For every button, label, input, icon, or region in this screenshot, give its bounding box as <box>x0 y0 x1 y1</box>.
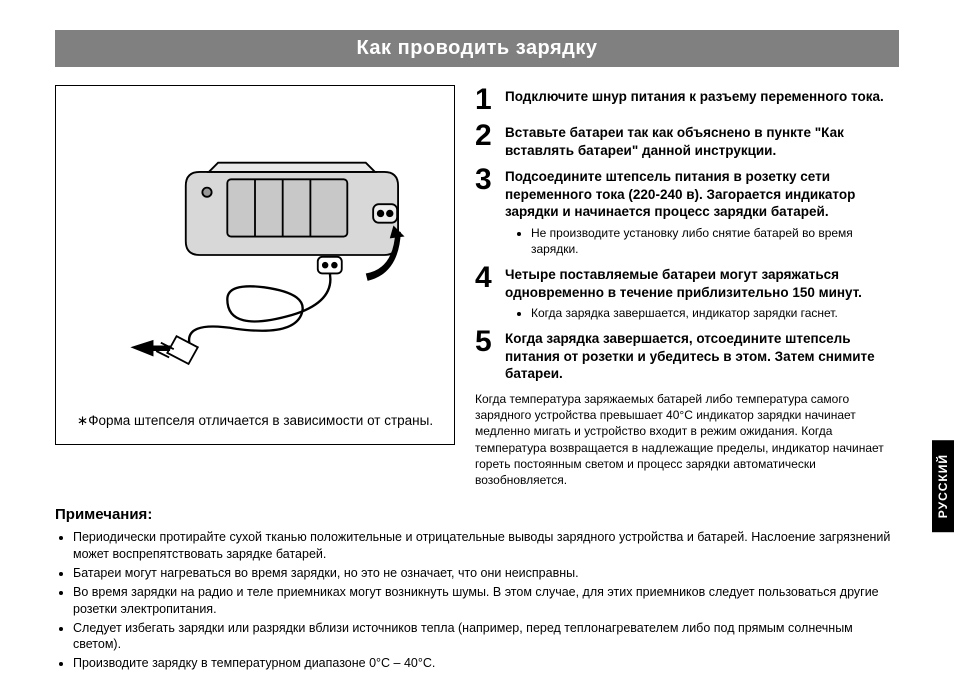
step-number: 1 <box>475 85 497 115</box>
step-bullet: Когда зарядка завершается, индикатор зар… <box>531 305 899 321</box>
step-number: 4 <box>475 263 497 321</box>
step-body: Вставьте батареи так как объяснено в пун… <box>505 121 899 159</box>
step-title: Четыре поставляемые батареи могут заряжа… <box>505 266 899 301</box>
steps-column: 1 Подключите шнур питания к разъему пере… <box>475 85 899 488</box>
step-title: Подключите шнур питания к разъему переме… <box>505 88 899 106</box>
step-3: 3 Подсоедините штепсель питания в розетк… <box>475 165 899 257</box>
figure-caption: ∗Форма штепселя отличается в зависимости… <box>74 412 436 430</box>
notes-item: Во время зарядки на радио и теле приемни… <box>73 584 899 618</box>
step-2: 2 Вставьте батареи так как объяснено в п… <box>475 121 899 159</box>
step-5: 5 Когда зарядка завершается, отсоедините… <box>475 327 899 383</box>
step-bullets: Когда зарядка завершается, индикатор зар… <box>531 305 899 321</box>
notes-heading: Примечания: <box>55 506 899 523</box>
notes-item: Батареи могут нагреваться во время заряд… <box>73 565 899 582</box>
step-body: Подсоедините штепсель питания в розетку … <box>505 165 899 257</box>
step-title: Подсоедините штепсель питания в розетку … <box>505 168 899 221</box>
notes-item: Производите зарядку в температурном диап… <box>73 655 899 672</box>
section-title: Как проводить зарядку <box>55 30 899 67</box>
figure-column: ∗Форма штепселя отличается в зависимости… <box>55 85 455 488</box>
step-title: Когда зарядка завершается, отсоедините ш… <box>505 330 899 383</box>
step-body: Когда зарядка завершается, отсоедините ш… <box>505 327 899 383</box>
step-body: Подключите шнур питания к разъему переме… <box>505 85 899 115</box>
step-number: 2 <box>475 121 497 159</box>
step-4: 4 Четыре поставляемые батареи могут заря… <box>475 263 899 321</box>
step-number: 5 <box>475 327 497 383</box>
charger-illustration <box>74 108 436 402</box>
step-title: Вставьте батареи так как объяснено в пун… <box>505 124 899 159</box>
step-bullets: Не производите установку либо снятие бат… <box>531 225 899 257</box>
temperature-paragraph: Когда температура заряжаемых батарей либ… <box>475 391 899 488</box>
figure-box: ∗Форма штепселя отличается в зависимости… <box>55 85 455 445</box>
charger-svg <box>75 135 435 375</box>
step-bullet: Не производите установку либо снятие бат… <box>531 225 899 257</box>
notes-item: Следует избегать зарядки или разрядки вб… <box>73 620 899 654</box>
step-1: 1 Подключите шнур питания к разъему пере… <box>475 85 899 115</box>
notes-list: Периодически протирайте сухой тканью пол… <box>73 529 899 672</box>
main-content: ∗Форма штепселя отличается в зависимости… <box>55 85 899 488</box>
step-number: 3 <box>475 165 497 257</box>
language-tab: РУССКИЙ <box>932 440 954 532</box>
step-body: Четыре поставляемые батареи могут заряжа… <box>505 263 899 321</box>
notes-item: Периодически протирайте сухой тканью пол… <box>73 529 899 563</box>
